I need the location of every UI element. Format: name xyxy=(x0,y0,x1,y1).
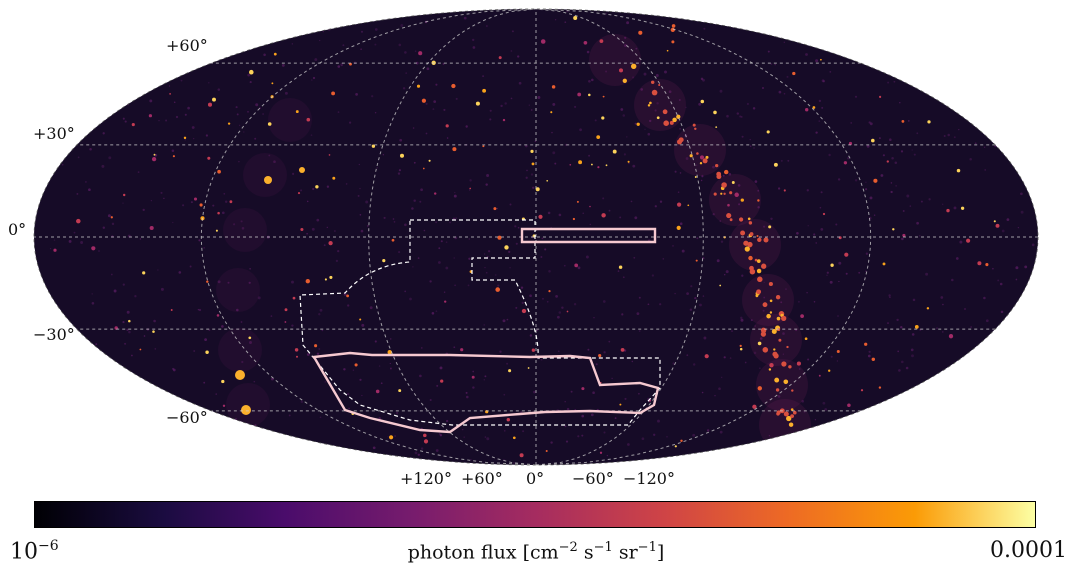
colorbar xyxy=(34,501,1036,528)
colorbar-title: photon flux [cm−2 s−1 sr−1] xyxy=(407,540,665,564)
colorbar-max-label: 0.0001 xyxy=(990,538,1067,563)
colorbar-min-label: 10−6 xyxy=(10,538,59,565)
lon-label-minus120: −120° xyxy=(623,469,675,488)
lat-label-0: 0° xyxy=(8,220,27,239)
lon-label-minus60: −60° xyxy=(572,469,614,488)
survey-footprint xyxy=(299,219,661,426)
southern-region xyxy=(312,351,660,434)
region-outlines xyxy=(299,219,661,434)
graticule xyxy=(33,8,1039,466)
lon-label-plus60: +60° xyxy=(461,469,503,488)
lat-label-minus30: −30° xyxy=(33,325,75,344)
lat-label-minus60: −60° xyxy=(166,408,208,427)
lon-label-plus120: +120° xyxy=(400,469,452,488)
thin-strip-region xyxy=(520,227,657,244)
lat-label-plus60: +60° xyxy=(166,36,208,55)
lat-label-plus30: +30° xyxy=(33,124,75,143)
lon-label-0: 0° xyxy=(526,469,545,488)
